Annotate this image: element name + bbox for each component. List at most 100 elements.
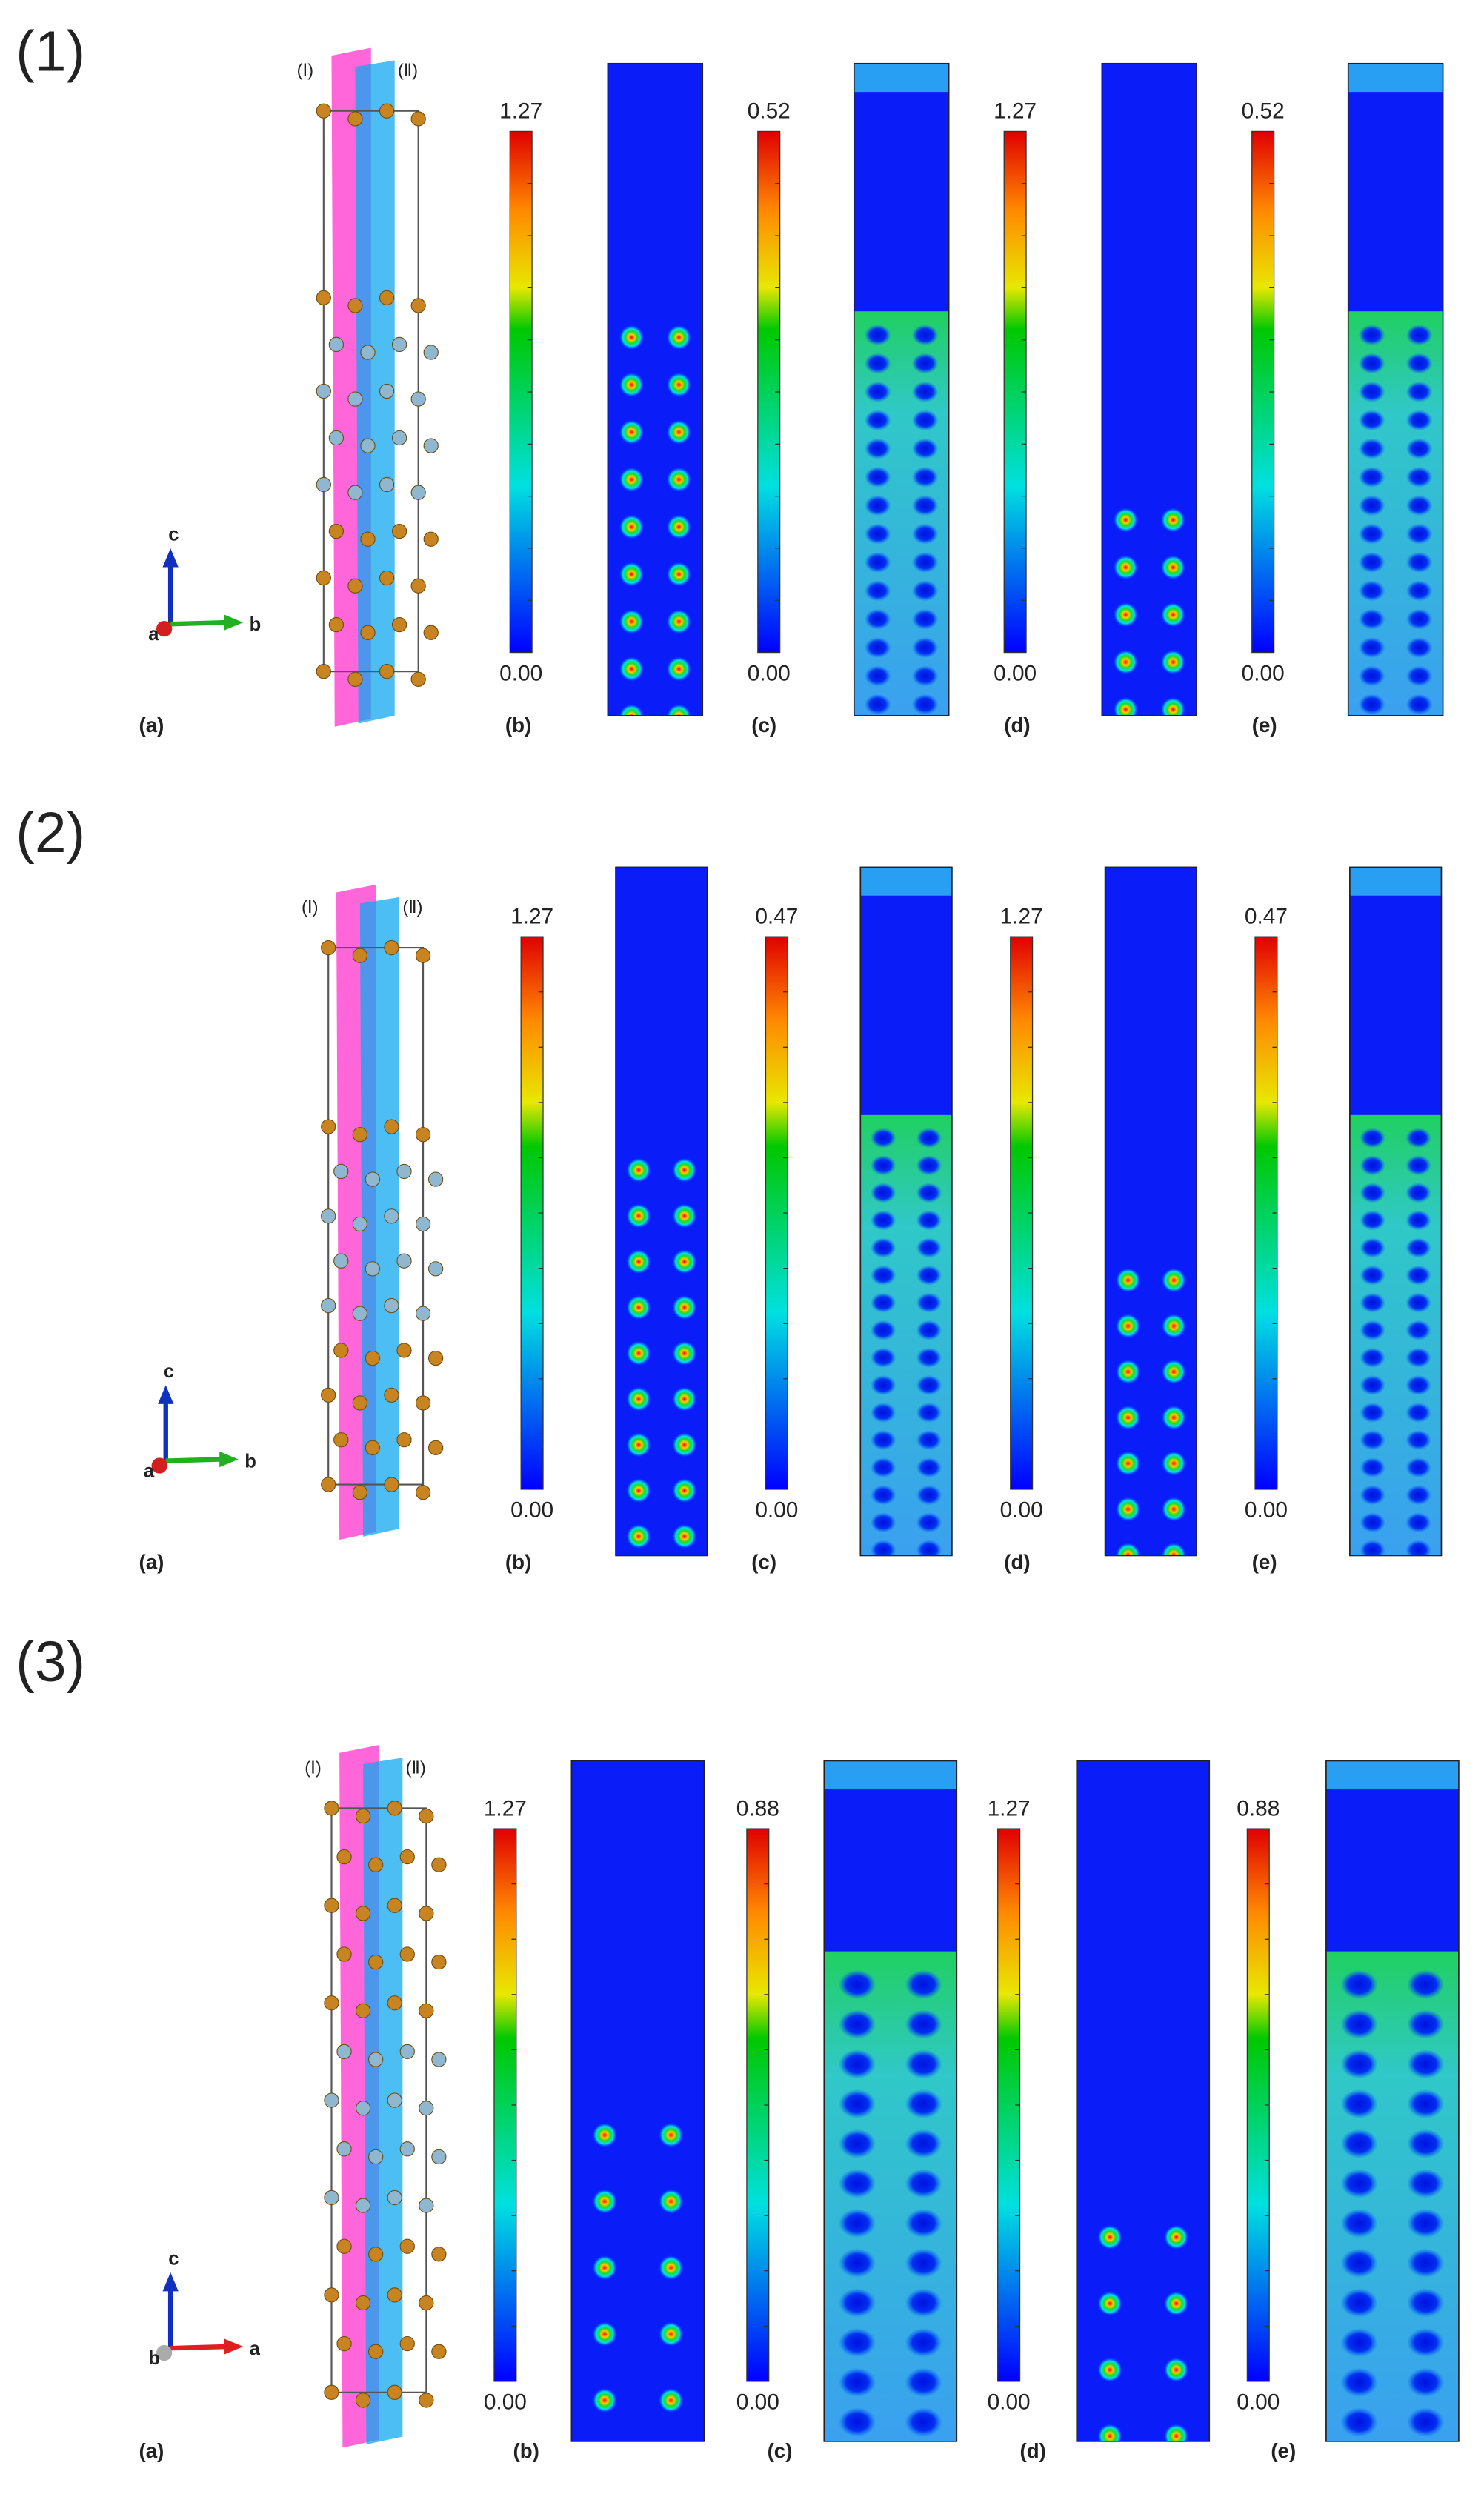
atom <box>379 570 395 586</box>
map-frame <box>853 62 950 716</box>
panel-label: (d) <box>1004 714 1030 737</box>
panel-label: (b) <box>505 714 531 737</box>
density-hole <box>1360 1402 1386 1423</box>
panel-label: (d) <box>1004 1550 1030 1573</box>
atom <box>423 438 439 453</box>
density-hole <box>870 1512 896 1533</box>
density-hole <box>1360 1374 1386 1396</box>
panel-label: (b) <box>513 2439 539 2462</box>
atom <box>324 1995 339 2011</box>
atom <box>396 1163 412 1180</box>
density-hole <box>916 1485 942 1506</box>
atom <box>415 1216 431 1232</box>
atom <box>379 383 395 399</box>
density-hole <box>1358 608 1385 630</box>
density-hole <box>1358 466 1385 488</box>
atom <box>352 1216 367 1232</box>
density-hole <box>911 637 939 659</box>
density-hole <box>1358 665 1385 687</box>
axis-label: a <box>148 624 159 645</box>
density-hole <box>870 1347 896 1368</box>
density-hole <box>838 2288 876 2318</box>
plane-label: (Ⅱ) <box>398 61 418 80</box>
atom <box>324 2384 339 2400</box>
density-hole <box>870 1265 896 1286</box>
density-hole <box>905 2089 942 2119</box>
atom <box>336 1849 352 1865</box>
density <box>1348 311 1443 716</box>
plane-2 <box>355 60 395 724</box>
density-hole <box>1360 1485 1386 1506</box>
axis-origin <box>156 2344 173 2361</box>
atom-spot <box>625 1157 651 1183</box>
atom <box>321 1477 336 1492</box>
atom <box>415 1306 431 1321</box>
atom <box>384 940 399 956</box>
density-hole <box>905 2129 942 2158</box>
atom <box>387 2287 402 2303</box>
axis-label: b <box>244 1451 256 1472</box>
atom-spot <box>625 1248 651 1274</box>
atom <box>387 1898 402 1913</box>
map <box>1325 1760 1459 2441</box>
density-hole <box>1405 1457 1431 1478</box>
map <box>608 63 703 716</box>
atom-spot <box>671 1386 697 1412</box>
density-hole <box>864 694 891 715</box>
density-hole <box>911 410 939 431</box>
density-top <box>860 867 952 896</box>
density-hole <box>905 2208 942 2238</box>
density-hole <box>911 523 939 545</box>
density-hole <box>864 353 891 374</box>
atom-spot <box>671 1432 697 1457</box>
density-hole <box>911 381 939 402</box>
atom <box>347 111 363 127</box>
atom <box>396 1432 412 1448</box>
density-hole <box>864 523 891 545</box>
density-hole <box>916 1512 942 1533</box>
plane-label: (Ⅰ) <box>302 897 319 917</box>
atom-spot <box>1160 507 1186 533</box>
density-hole <box>870 1128 896 1148</box>
atom <box>328 430 344 446</box>
density-hole <box>1358 410 1385 431</box>
density-hole <box>1360 1540 1386 1556</box>
density-hole <box>1340 2089 1378 2119</box>
density-hole <box>916 1430 942 1451</box>
atom-spot <box>666 608 692 635</box>
map-frame <box>859 866 953 1557</box>
density-hole <box>1360 1128 1386 1148</box>
atom-spot <box>1097 2357 1123 2383</box>
atom <box>328 523 344 539</box>
density-hole <box>870 1155 896 1176</box>
atom <box>336 2335 352 2352</box>
density-hole <box>1405 1183 1431 1203</box>
density-hole <box>1340 2407 1378 2437</box>
density-hole <box>905 2009 942 2039</box>
atom <box>399 2141 415 2157</box>
density-hole <box>911 580 939 602</box>
density-hole <box>1407 2169 1445 2198</box>
atom <box>391 430 407 446</box>
atom-spot <box>671 1294 697 1320</box>
atom <box>321 940 336 956</box>
density-hole <box>905 2327 942 2358</box>
atom-spot <box>1163 2357 1189 2383</box>
atom-spot <box>671 1523 697 1549</box>
atom <box>316 476 331 493</box>
density-hole <box>1358 325 1385 346</box>
structure <box>316 47 439 727</box>
density-hole <box>1405 1320 1431 1340</box>
colorbar-min: 0.00 <box>736 2390 779 2415</box>
map <box>616 867 708 1556</box>
atom <box>355 1906 371 1921</box>
atom-spot <box>666 372 692 398</box>
atom-spot <box>1115 1359 1141 1385</box>
atom-spot <box>1115 1542 1141 1556</box>
atom-spot <box>1113 696 1139 716</box>
row-label: (1) <box>16 20 85 83</box>
density-hole <box>1340 1969 1378 2000</box>
axis-arrow <box>170 619 227 627</box>
density-hole <box>1407 2208 1445 2238</box>
atom <box>355 1808 371 1824</box>
